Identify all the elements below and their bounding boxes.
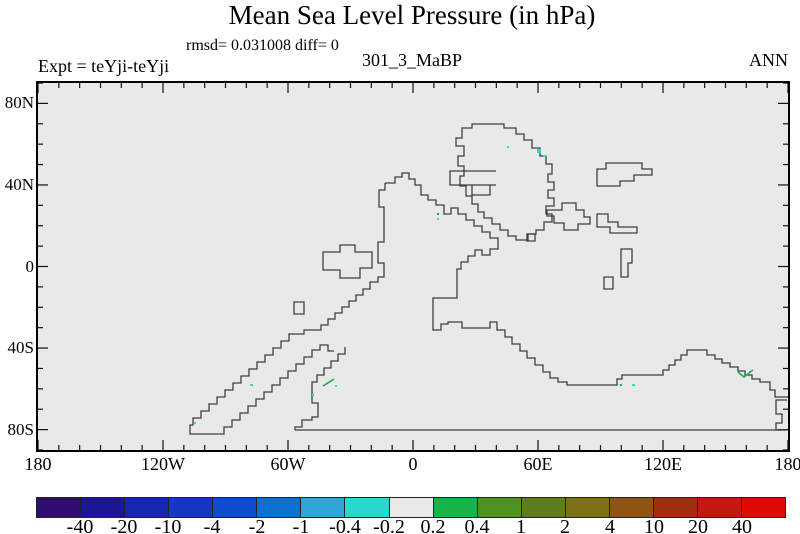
colorbar-cell [80, 498, 125, 517]
colorbar-label: -0.2 [373, 516, 405, 534]
colorbar-cell [432, 498, 477, 517]
colorbar-cell [608, 498, 653, 517]
x-axis-label: 0 [408, 454, 418, 474]
colorbar-label: 4 [605, 516, 615, 534]
cyan-speck [312, 394, 314, 396]
map-plot-area [36, 81, 790, 452]
colorbar-label: 0.2 [420, 516, 446, 534]
coastline-path [603, 276, 614, 290]
cyan-speck [194, 422, 196, 424]
experiment-label: Expt = teYji-teYji [38, 56, 170, 76]
colorbar-label: 10 [644, 516, 664, 534]
colorbar [36, 497, 786, 518]
x-axis-label: 60E [523, 454, 553, 474]
colorbar-label: 0.4 [464, 516, 490, 534]
colorbar-label: -1 [292, 516, 310, 534]
x-axis-label: 180 [24, 454, 52, 474]
coastline-path [546, 202, 591, 231]
anomaly-specks [194, 146, 754, 424]
colorbar-cell [344, 498, 389, 517]
coastline-path [385, 172, 788, 398]
cyan-speck [537, 149, 541, 153]
x-axis-label: 120E [644, 454, 682, 474]
colorbar-label: -4 [203, 516, 221, 534]
x-axis-label: 60W [270, 454, 306, 474]
colorbar-cell [124, 498, 169, 517]
axis-ticks [38, 83, 788, 450]
colorbar-label: -40 [66, 516, 94, 534]
colorbar-cell [741, 498, 786, 517]
colorbar-cell [652, 498, 697, 517]
coastline-path [297, 183, 386, 335]
coastline-path [294, 347, 346, 430]
coastline-path [449, 170, 496, 186]
colorbar-label: 20 [688, 516, 708, 534]
coastlines [189, 123, 788, 435]
colorbar-cell [696, 498, 741, 517]
coastline-path [455, 123, 555, 241]
coastline-path [526, 233, 536, 242]
rmsd-diff-stats: rmsd= 0.031008 diff= 0 [186, 37, 339, 54]
colorbar-cell [37, 498, 81, 517]
season-label: ANN [749, 50, 788, 70]
colorbar-label: -20 [110, 516, 138, 534]
y-axis-label: 80S [7, 420, 34, 439]
colorbar-label: 2 [560, 516, 570, 534]
map-canvas [38, 83, 788, 450]
colorbar-label: 40 [732, 516, 752, 534]
dataset-label: 301_3_MaBP [361, 50, 462, 70]
colorbar-cell [168, 498, 213, 517]
coastline-path [293, 301, 305, 315]
x-axis-label: 120W [141, 454, 185, 474]
colorbar-label: -2 [248, 516, 266, 534]
plot-title: Mean Sea Level Pressure (in hPa) [228, 0, 596, 30]
coastline-path [596, 213, 638, 234]
colorbar-label: -10 [154, 516, 182, 534]
coastline-path [620, 248, 633, 278]
colorbar-cell [564, 498, 609, 517]
colorbar-cell [520, 498, 565, 517]
y-axis-label: 0 [25, 257, 35, 276]
cyan-speck [437, 218, 439, 220]
colorbar-cell [388, 498, 433, 517]
green-speck-mark [737, 369, 754, 379]
green-speck [620, 384, 622, 386]
green-speck-mark [322, 378, 335, 387]
colorbar-cell [300, 498, 345, 517]
x-axis-label: 180 [774, 454, 800, 474]
cyan-speck [507, 146, 509, 148]
coastline-path [471, 185, 491, 196]
colorbar-cell [476, 498, 521, 517]
coastline-path [189, 333, 334, 435]
cyan-speck [632, 384, 635, 386]
y-axis-label: 40N [4, 175, 34, 194]
cyan-speck [335, 385, 337, 387]
cyan-speck [250, 384, 253, 386]
colorbar-cell [212, 498, 257, 517]
colorbar-cell [256, 498, 301, 517]
coastline-path [775, 399, 787, 431]
colorbar-label: -0.4 [329, 516, 361, 534]
green-speck [437, 213, 439, 215]
cyan-speck [543, 155, 546, 157]
coastline-path [322, 244, 373, 279]
y-axis-label: 80N [4, 93, 34, 112]
y-axis-label: 40S [7, 338, 34, 357]
colorbar-label: 1 [516, 516, 526, 534]
coastline-path [596, 162, 653, 187]
